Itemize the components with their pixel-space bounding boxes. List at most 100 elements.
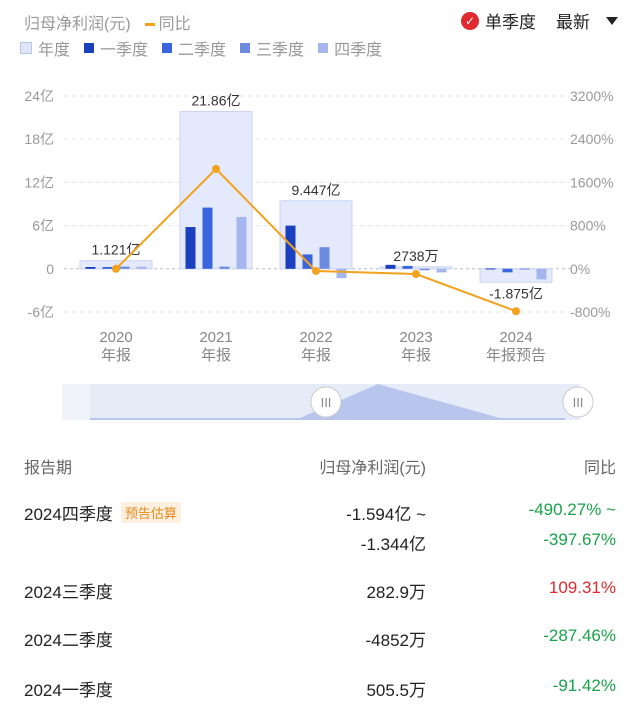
yoy-line-swatch [144,23,155,27]
quarter-bar [402,265,413,269]
legend-item[interactable]: 二季度 [162,36,226,60]
y-left-tick-label: 0 [46,261,54,277]
x-tick-label: 2023 [399,329,432,346]
y-right-tick-label: 800% [570,218,606,234]
row-value-2: -1.344亿 [360,535,426,554]
row-period: 2024二季度 [24,631,113,650]
quarter-bar [485,268,496,270]
quarter-bar [436,268,447,273]
y-right-tick-label: 3200% [570,88,614,104]
row-period: 2024四季度 [24,505,113,524]
legend-label: 年度 [38,42,71,59]
header-profit: 归母净利润(元) [319,460,426,477]
y-right-tick-label: 2400% [570,131,614,147]
legend-label: 三季度 [256,42,305,59]
slider-left-handle-label: III [321,395,332,410]
annual-value-label: 1.121亿 [91,242,140,258]
forecast-badge: 预告估算 [120,502,181,523]
chart-header: 归母净利润(元) 同比 ✓ 单季度 最新 [0,0,640,36]
quarter-bar [119,266,130,269]
metric-legend-label: 归母净利润(元) [24,16,131,33]
table-row[interactable]: 2024三季度 282.9万 109.31% [0,578,640,608]
quarter-bar [136,266,147,269]
row-yoy: -91.42% [552,676,616,695]
quarter-bar [519,268,530,270]
quarter-bar [385,264,396,269]
legend-item[interactable]: 一季度 [84,36,148,60]
quarter-bar [202,207,213,269]
check-icon[interactable]: ✓ [461,11,479,30]
row-value: -4852万 [365,631,426,650]
single-quarter-toggle[interactable]: 单季度 [485,13,536,32]
header-yoy: 同比 [583,460,616,477]
y-right-tick-label: -800% [570,304,610,320]
row-period: 2024三季度 [24,583,113,602]
x-tick-label: 年报 [401,347,431,364]
quarter-bar [236,216,247,269]
yoy-point [212,164,220,173]
chart-controls: ✓ 单季度 最新 [461,8,618,33]
table-row[interactable]: 2024二季度 -4852万 -287.46% [0,626,640,656]
yoy-point [112,264,120,273]
profit-chart: 24亿 18亿 12亿 6亿 0 -6亿 3200% 2400% 1600% 800% 0% -800… [24,88,614,364]
yoy-legend-label: 同比 [158,16,191,33]
x-tick-label: 年报 [101,347,131,364]
y-left-tick-label: 12亿 [24,174,54,190]
annual-value-label: 9.447亿 [291,182,340,198]
legend-item[interactable]: 年度 [20,36,70,60]
legend-label: 二季度 [178,42,227,59]
row-yoy-2: -397.67% [543,530,616,549]
sort-selector[interactable]: 最新 [556,13,590,32]
table-row[interactable]: 2024四季度 预告估算 -1.594亿 ~ -1.344亿 -490.27% ~… [0,500,640,560]
annual-value-label: -1.875亿 [489,285,543,301]
range-slider[interactable]: III III [0,380,640,430]
x-tick-label: 年报预告 [486,347,546,364]
slider-left-handle[interactable]: III [310,386,342,418]
y-left-tick-label: 24亿 [24,88,54,104]
x-tick-label: 年报 [201,347,231,364]
quarter-bar [219,266,230,269]
legend-item[interactable]: 四季度 [318,36,382,60]
row-yoy: -287.46% [543,626,616,645]
y-left-tick-label: 6亿 [32,218,54,234]
annual-bar [479,268,553,283]
legend-swatch [20,42,32,54]
series-legend: 年度 一季度 二季度 三季度 四季度 [20,36,396,60]
quarter-bar [336,268,347,279]
dropdown-arrow-icon[interactable] [606,16,618,25]
legend-swatch [318,43,329,53]
legend-swatch [84,43,95,53]
slider-right-handle[interactable]: III [562,386,594,418]
annual-value-label: 21.86亿 [191,92,240,108]
y-left-tick-label: -6亿 [28,304,54,320]
legend-item[interactable]: 三季度 [240,36,304,60]
quarter-bar [419,268,430,271]
quarter-bar [185,227,196,269]
table-header: 报告期 归母净利润(元) 同比 [0,440,640,480]
legend-swatch [162,43,173,53]
legend-label: 一季度 [100,42,149,59]
quarter-bar [502,268,513,273]
yoy-point [312,266,320,275]
slider-right-handle-label: III [573,395,584,410]
yoy-point [512,307,520,316]
y-right-tick-label: 1600% [570,174,614,190]
x-tick-label: 2020 [99,329,132,346]
x-tick-label: 2024 [499,329,532,346]
row-yoy: -490.27% ~ [528,500,616,519]
row-value: 282.9万 [366,583,426,602]
quarter-bar [285,225,296,269]
x-tick-label: 2021 [199,329,232,346]
table-row[interactable]: 2024一季度 505.5万 -91.42% [0,676,640,706]
x-tick-label: 年报 [301,347,331,364]
row-value: 505.5万 [366,681,426,700]
quarter-bar [536,268,547,280]
y-right-tick-label: 0% [570,261,590,277]
row-yoy: 109.31% [548,578,616,597]
legend-swatch [240,43,251,53]
row-period: 2024一季度 [24,681,113,700]
quarter-bar [102,267,113,269]
y-left-tick-label: 18亿 [24,131,54,147]
legend-label: 四季度 [334,42,383,59]
header-period: 报告期 [24,460,73,477]
